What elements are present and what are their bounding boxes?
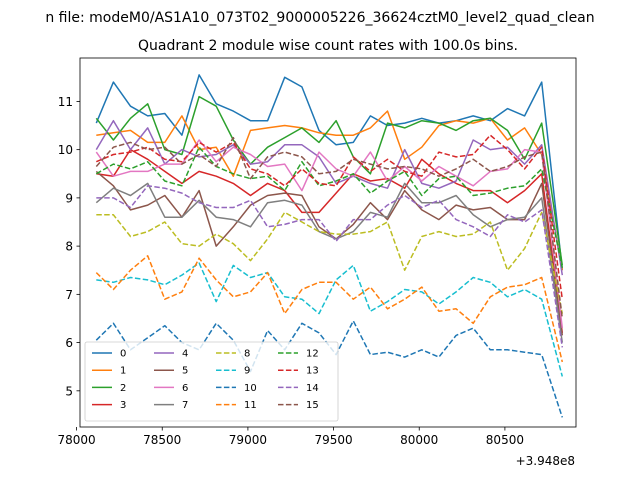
x-tick-label: 80500: [486, 433, 524, 447]
series-line-0: [95, 74, 564, 271]
legend-label-3: 3: [120, 400, 126, 411]
series-line-13: [96, 134, 564, 300]
legend-label-10: 10: [244, 383, 257, 394]
series-line-15: [95, 136, 564, 319]
y-tick-label: 11: [58, 95, 73, 109]
series-line-6: [95, 139, 564, 329]
legend-label-5: 5: [182, 366, 188, 377]
series-line-14: [96, 185, 564, 348]
series-line-5: [95, 170, 564, 336]
plot-area: 78000 78500 79000 79500 80000 805005678910110…: [57, 57, 577, 447]
series-line-8: [96, 211, 564, 314]
series-line-3: [96, 148, 564, 333]
legend-label-13: 13: [306, 366, 319, 377]
legend-label-14: 14: [306, 383, 319, 394]
legend-label-1: 1: [120, 366, 126, 377]
legend-label-9: 9: [244, 366, 250, 377]
x-tick-label: 80000: [400, 433, 438, 447]
legend-label-7: 7: [182, 400, 188, 411]
y-tick-label: 6: [65, 336, 73, 350]
x-tick-label: 79500: [314, 433, 352, 447]
x-tick-label: 79000: [229, 433, 267, 447]
legend-label-11: 11: [244, 400, 257, 411]
x-tick-label: 78000: [57, 433, 95, 447]
legend-label-2: 2: [120, 383, 126, 394]
series-line-9: [96, 262, 564, 377]
chart-suptitle: n file: modeM0/AS1A10_073T02_9000005226_…: [45, 10, 594, 26]
legend-frame: [84, 341, 339, 422]
y-tick-label: 7: [65, 288, 73, 302]
x-offset-label: +3.948e8: [516, 454, 575, 468]
series-line-7: [95, 182, 564, 343]
axes-frame: [79, 57, 577, 428]
series-line-2: [95, 95, 564, 266]
y-tick-label: 10: [58, 143, 73, 157]
legend-label-8: 8: [244, 349, 250, 360]
legend-label-4: 4: [182, 349, 188, 360]
series-line-12: [95, 146, 564, 268]
chart-title: Quadrant 2 module wise count rates with …: [138, 38, 518, 54]
legend-label-12: 12: [306, 349, 319, 360]
x-tick-label: 78500: [143, 433, 181, 447]
legend-label-6: 6: [182, 383, 188, 394]
series-line-1: [96, 110, 564, 271]
legend-label-0: 0: [120, 349, 126, 360]
y-tick-label: 8: [65, 240, 73, 254]
series-line-11: [95, 255, 564, 363]
y-tick-label: 9: [65, 191, 73, 205]
legend-label-15: 15: [306, 400, 319, 411]
y-tick-label: 5: [65, 384, 73, 398]
